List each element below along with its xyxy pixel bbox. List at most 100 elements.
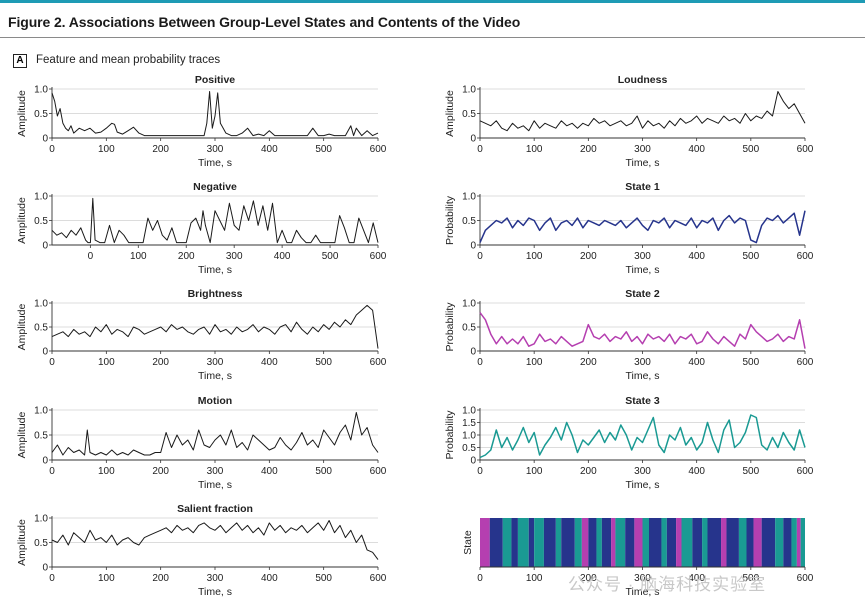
state_bar-segment [642,518,649,567]
salient-xtick-label: 100 [98,573,115,584]
negative-ytick-label: 1.0 [34,192,48,203]
state_bar-segment [625,518,635,567]
state_bar-segment [480,518,490,567]
state1-xtick-label: 600 [797,251,814,262]
state_bar-ylabel: State [462,530,474,555]
state2-xtick-label: 100 [526,357,543,368]
motion-xtick-label: 100 [98,466,115,477]
state_bar-segment [489,518,503,567]
salient-ytick-label: 0 [42,563,48,574]
loudness-xlabel: Time, s [625,157,659,169]
title-rule [0,37,865,38]
brightness-title: Brightness [188,288,243,300]
positive-series-line [51,91,379,137]
negative-xtick-label: 100 [130,251,147,262]
loudness-ylabel: Amplitude [444,90,456,137]
chart-salient: Salient fraction 0 0.5 1.0 Amplitude 0 100 200 3… [16,503,387,598]
state3-ytick-label: 1.0 [462,431,476,442]
state1-xtick-label: 200 [580,251,597,262]
state3-xtick-label: 500 [742,466,759,477]
motion-xlabel: Time, s [198,479,232,491]
motion-ytick-label: 0.5 [34,431,48,442]
state3-ylabel: Probability [444,410,456,460]
motion-ytick-label: 0 [42,456,48,467]
state_bar-xtick-label: 200 [580,573,597,584]
state1-xlabel: Time, s [625,264,659,276]
brightness-series-line [51,304,379,349]
motion-ylabel: Amplitude [16,412,28,459]
state3-ytick-label: 0.5 [462,443,476,454]
state1-xtick-label: 100 [526,251,543,262]
brightness-ytick-label: 0 [42,347,48,358]
chart-motion: Motion 0 0.5 1.0 Amplitude 0 100 200 300 400 500 60… [16,395,387,491]
positive-xtick-label: 200 [152,144,169,155]
state2-title: State 2 [625,288,660,300]
state2-xtick-label: 300 [634,357,651,368]
brightness-xlabel: Time, s [198,370,232,382]
state_bar-segment [666,518,677,567]
state_bar-segment [588,518,597,567]
positive-ytick-label: 0.5 [34,109,48,120]
state_bar-xtick-label: 400 [688,573,705,584]
state_bar-segment [681,518,693,567]
top-accent-line [0,0,865,3]
state_bar-segment [726,518,739,567]
state_bar-segment [746,518,754,567]
salient-ytick-label: 0.5 [34,538,48,549]
state_bar-segment [615,518,626,567]
chart-positive: Positive 0 0.5 1.0 Amplitude 0 100 200 300 400 500… [16,74,387,169]
brightness-xtick-label: 0 [49,357,55,368]
negative-xtick-label: 500 [322,251,339,262]
state_bar-segment [692,518,703,567]
state_bar-xtick-label: 500 [742,573,759,584]
state1-ytick-label: 0.5 [462,216,476,227]
salient-series-line [51,520,379,560]
state_bar-segment [601,518,612,567]
negative-title: Negative [193,181,237,193]
state_bar-segment [574,518,582,567]
positive-ylabel: Amplitude [16,90,28,137]
positive-ytick-label: 1.0 [34,85,48,96]
state3-series-line [479,414,806,459]
motion-xtick-label: 0 [49,466,55,477]
panel-caption: Feature and mean probability traces [36,54,221,66]
motion-series-line [51,412,379,456]
state_bar-segment [783,518,792,567]
brightness-xtick-label: 300 [207,357,224,368]
state3-xtick-label: 400 [688,466,705,477]
state1-ylabel: Probability [444,195,456,245]
state_bar-segment [800,518,805,567]
figure-title: Figure 2. Associations Between Group-Lev… [8,14,521,30]
motion-title: Motion [198,395,232,407]
motion-xtick-label: 200 [152,466,169,477]
brightness-xtick-label: 200 [152,357,169,368]
state1-xtick-label: 0 [477,251,483,262]
state3-xtick-label: 200 [580,466,597,477]
negative-ytick-label: 0 [42,241,48,252]
state_bar-segment [738,518,747,567]
state2-ytick-label: 0.5 [462,323,476,334]
salient-ytick-label: 1.0 [34,514,48,525]
state_bar-segment [581,518,589,567]
state_bar-segment [707,518,722,567]
positive-xtick-label: 600 [370,144,387,155]
state2-xtick-label: 0 [477,357,483,368]
loudness-xtick-label: 600 [797,144,814,155]
state_bar-segment [611,518,616,567]
salient-title: Salient fraction [177,503,253,515]
salient-xtick-label: 200 [152,573,169,584]
brightness-xtick-label: 400 [261,357,278,368]
salient-xlabel: Time, s [198,586,232,598]
negative-xtick-label: 0 [88,251,94,262]
chart-loudness: Loudness 0 0.5 1.0 Amplitude 0 100 200 300 400 500… [444,74,814,169]
negative-xtick-label: 300 [226,251,243,262]
positive-xtick-label: 400 [261,144,278,155]
loudness-ytick-label: 1.0 [462,85,476,96]
state2-ytick-label: 0 [470,347,476,358]
state_bar-segment [761,518,776,567]
salient-ylabel: Amplitude [16,519,28,566]
state3-xlabel: Time, s [625,479,659,491]
loudness-ytick-label: 0.5 [462,109,476,120]
state3-ytick-label: 1.5 [462,418,476,429]
